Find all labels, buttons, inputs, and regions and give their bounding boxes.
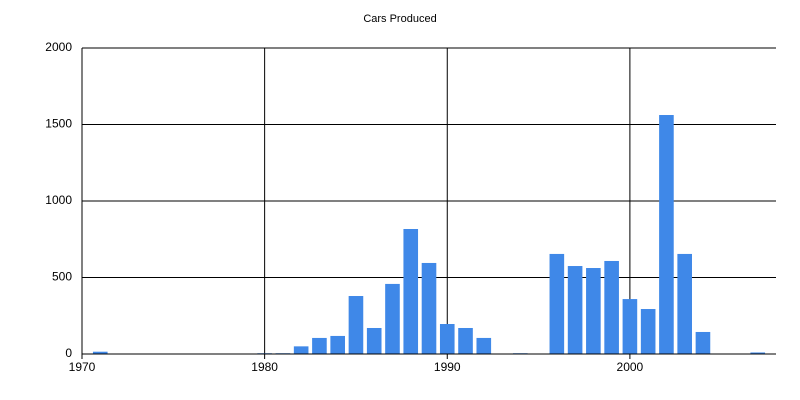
bar	[385, 283, 400, 354]
bar	[293, 346, 309, 354]
bar	[659, 115, 674, 354]
bar	[348, 296, 364, 354]
bar	[586, 268, 601, 354]
bar	[421, 262, 437, 354]
y-tick-label: 1000	[45, 193, 72, 207]
bar	[458, 327, 473, 354]
bar	[622, 299, 638, 354]
chart-title: Cars Produced	[363, 13, 436, 25]
bar	[312, 337, 327, 354]
y-tick-label: 1500	[45, 117, 72, 131]
x-tick-label: 2000	[617, 360, 644, 374]
y-tick-label: 500	[52, 270, 72, 284]
bar	[604, 260, 619, 354]
bar	[695, 331, 711, 354]
bar	[567, 266, 583, 354]
bar	[640, 309, 656, 354]
bar	[439, 324, 455, 354]
bar	[677, 253, 692, 354]
x-tick-label: 1970	[69, 360, 96, 374]
x-tick-label: 1990	[434, 360, 461, 374]
bar	[366, 327, 382, 354]
bar	[549, 253, 565, 354]
bar	[750, 352, 766, 354]
y-tick-label: 0	[65, 346, 72, 360]
bar	[476, 337, 492, 354]
bar	[403, 228, 419, 354]
bar	[92, 351, 108, 354]
x-tick-label: 1980	[251, 360, 278, 374]
bar	[330, 335, 345, 354]
y-tick-label: 2000	[45, 40, 72, 54]
